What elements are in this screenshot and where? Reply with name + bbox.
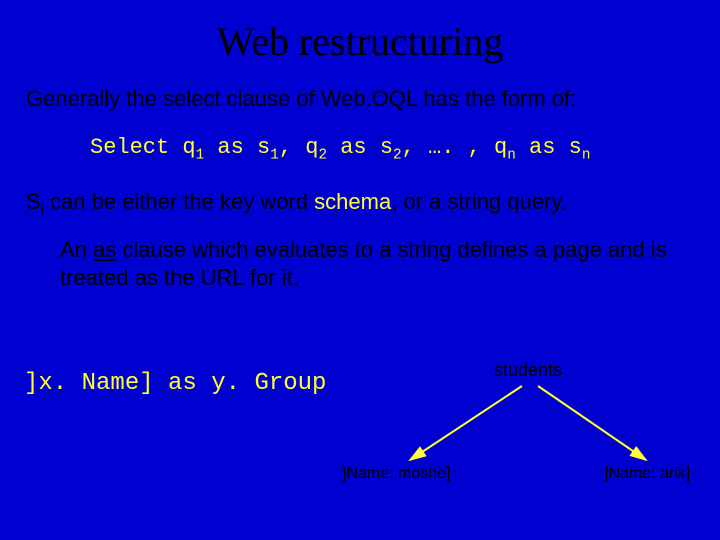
select-keyword: Select: [90, 135, 169, 160]
text-frag: , or a string query.: [391, 189, 567, 214]
students-diagram: students ]Name: moshe] ]Name: arik]: [330, 360, 710, 530]
example-code: ]x. Name] as y. Group: [24, 370, 326, 397]
text-frag: S: [26, 189, 41, 214]
code-frag: q: [182, 135, 195, 160]
sub: n: [582, 147, 591, 163]
code-frag: as s: [516, 135, 582, 160]
si-definition: Si can be either the key word schema, or…: [0, 185, 720, 232]
code-frag: as s: [204, 135, 270, 160]
sub: 2: [393, 147, 402, 163]
text-frag: clause which evaluates to a string defin…: [60, 237, 667, 290]
diagram-right-leaf: ]Name: arik]: [604, 465, 690, 483]
sub: 2: [318, 147, 327, 163]
edge-left: [410, 386, 522, 460]
diagram-edges: [330, 360, 710, 530]
as-underlined: as: [93, 237, 116, 262]
text-frag: An: [60, 237, 93, 262]
intro-text: Generally the select clause of Web.OQL h…: [0, 85, 720, 113]
select-clause-code: Select q1 as s1, q2 as s2, …. , qn as sn: [0, 113, 720, 185]
schema-keyword: schema: [314, 189, 391, 214]
edge-right: [538, 386, 646, 460]
code-frag: , q: [279, 135, 319, 160]
text-frag: can be either the key word: [44, 189, 314, 214]
as-clause-para: An as clause which evaluates to a string…: [0, 232, 720, 291]
sub: 1: [270, 147, 279, 163]
code-frag: as s: [327, 135, 393, 160]
sub: 1: [196, 147, 205, 163]
diagram-left-leaf: ]Name: moshe]: [342, 465, 450, 483]
code-frag: , …. , q: [402, 135, 508, 160]
sub: n: [507, 147, 516, 163]
slide-title: Web restructuring: [0, 0, 720, 85]
